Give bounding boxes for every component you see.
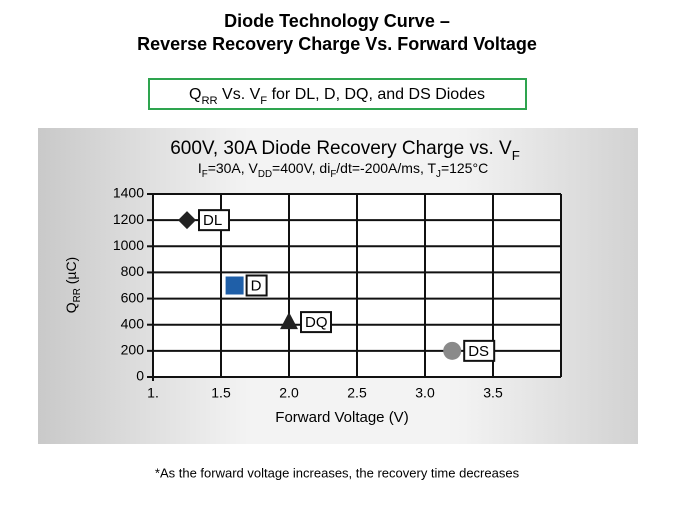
subscript: F <box>512 148 520 163</box>
text-part: /dt=-200A/ms, T <box>336 160 436 176</box>
subscript: RR <box>201 95 217 107</box>
marker <box>178 211 196 230</box>
subscript: J <box>436 169 441 180</box>
chart-subtitle: IF=30A, VDD=400V, diF/dt=-200A/ms, TJ=12… <box>198 160 488 180</box>
subscript: F <box>260 95 267 107</box>
y-tick-label: 600 <box>121 289 145 305</box>
marker <box>443 341 462 360</box>
legend-label: DL <box>203 212 222 229</box>
subtitle-text: QRR Vs. VF for DL, D, DQ, and DS Diodes <box>189 86 485 107</box>
chart-title: 600V, 30A Diode Recovery Charge vs. VF <box>170 138 520 163</box>
text-part: Q <box>63 302 79 313</box>
subscript: DD <box>258 169 272 180</box>
legend-box <box>198 209 230 232</box>
marker <box>280 312 298 330</box>
footnote: *As the forward voltage increases, the r… <box>155 465 520 480</box>
text-part: Vs. V <box>218 86 261 103</box>
x-tick-label: 2.5 <box>347 385 367 401</box>
legend-box <box>300 311 332 334</box>
legend-label: D <box>251 277 262 294</box>
y-tick-label: 200 <box>121 342 145 358</box>
text-part: for DL, D, DQ, and DS Diodes <box>267 86 485 103</box>
x-axis-label: Forward Voltage (V) <box>275 409 408 426</box>
legend-label: DS <box>468 343 489 360</box>
x-tick-label: 2.0 <box>279 385 299 401</box>
y-tick-label: 1200 <box>113 211 144 227</box>
slide-title: Reverse Recovery Charge Vs. Forward Volt… <box>137 34 537 54</box>
subscript: F <box>202 169 208 180</box>
plot: 0 200 400 600 800 1000 1200 1400 1. 1.5 2.0 2.5 3.0 3… <box>113 185 562 401</box>
text-part: I <box>198 160 202 176</box>
text-part: =400V, di <box>272 160 330 176</box>
y-axis-label: QRR (µC) <box>63 257 83 313</box>
y-tick-label: 800 <box>121 263 145 279</box>
subtitle-box <box>148 78 527 110</box>
y-tick-label: 0 <box>136 368 144 384</box>
x-tick-label: 3.0 <box>415 385 435 401</box>
subscript: F <box>330 169 336 180</box>
y-tick-label: 1000 <box>113 237 144 253</box>
text-part: Q <box>189 86 201 103</box>
x-tick-label: 3.5 <box>483 385 503 401</box>
subscript: RR <box>72 288 83 302</box>
text-part: (µC) <box>63 257 79 288</box>
legend-box <box>463 339 496 362</box>
text-part: 600V, 30A Diode Recovery Charge vs. V <box>170 138 512 159</box>
slide-title: Diode Technology Curve – <box>224 11 450 31</box>
x-tick-label: 1.5 <box>211 385 231 401</box>
y-tick-label: 400 <box>121 315 145 331</box>
text-part: =125°C <box>441 160 488 176</box>
text-part: =30A, V <box>208 160 259 176</box>
y-tick-label: 1400 <box>113 185 144 201</box>
marker <box>225 276 244 295</box>
legend-label: DQ <box>305 314 328 331</box>
legend-box <box>245 274 268 297</box>
x-tick-label: 1. <box>147 385 159 401</box>
